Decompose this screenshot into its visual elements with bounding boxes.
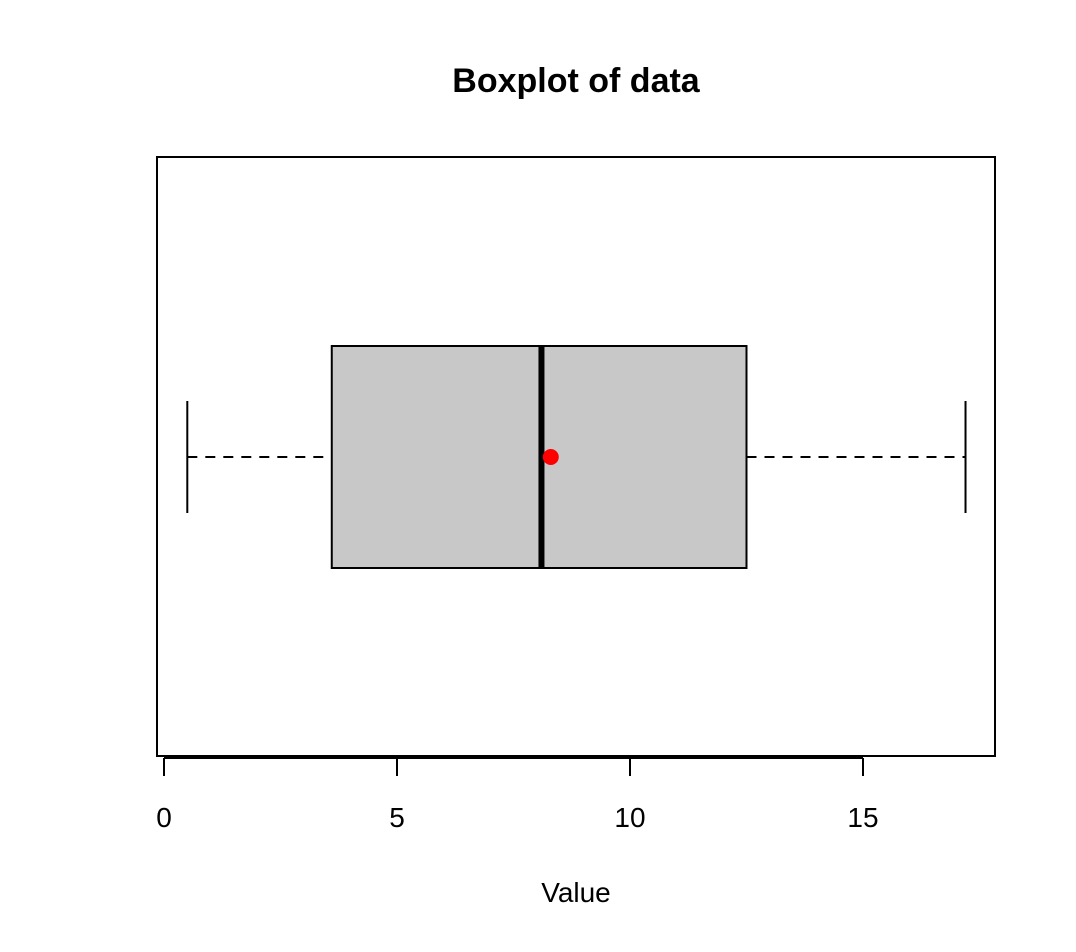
x-tick-label: 10 — [614, 802, 645, 833]
x-tick-label: 0 — [156, 802, 172, 833]
x-axis-label: Value — [541, 877, 611, 908]
x-tick-label: 15 — [847, 802, 878, 833]
mean-point — [542, 449, 559, 465]
x-axis: 0 5 10 15 — [156, 757, 879, 833]
chart-title: Boxplot of data — [452, 62, 701, 100]
box-group — [186, 345, 967, 569]
x-tick-label: 5 — [389, 802, 405, 833]
plot-frame — [156, 156, 996, 757]
